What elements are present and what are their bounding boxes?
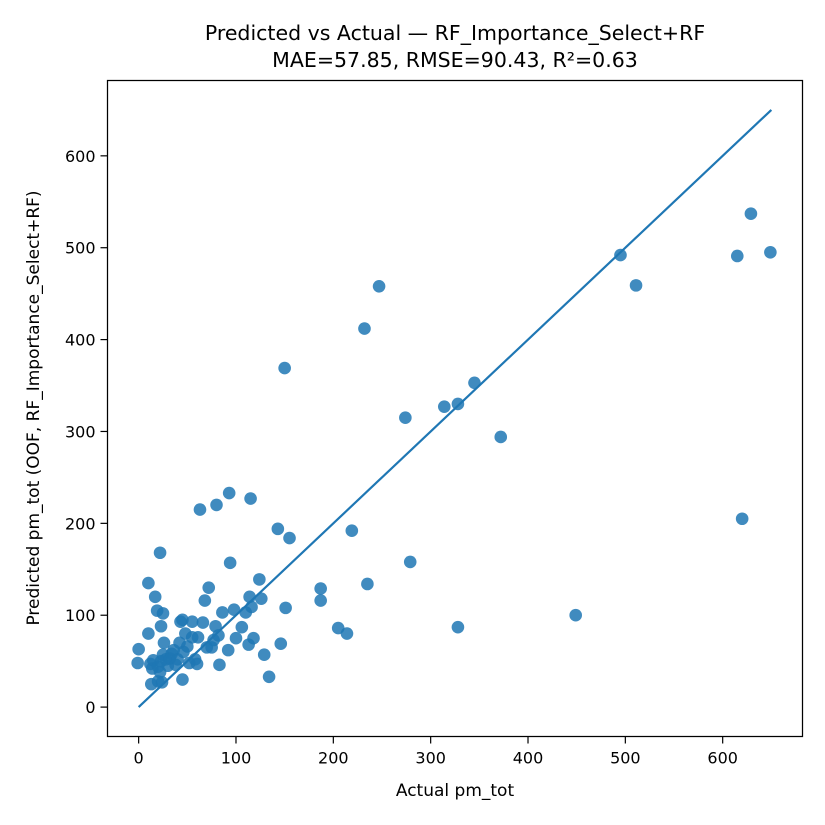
data-point bbox=[244, 492, 257, 505]
data-point bbox=[196, 616, 210, 629]
data-point bbox=[148, 590, 162, 604]
data-point bbox=[764, 246, 777, 259]
data-point bbox=[198, 594, 212, 607]
data-point bbox=[155, 675, 169, 689]
data-point bbox=[235, 620, 249, 634]
scatter-points bbox=[131, 207, 777, 691]
x-tick-label: 300 bbox=[415, 749, 446, 768]
data-point bbox=[247, 631, 260, 645]
data-point bbox=[257, 648, 271, 662]
x-tick-label: 600 bbox=[707, 749, 738, 768]
data-point bbox=[361, 577, 374, 591]
data-point bbox=[142, 627, 155, 640]
data-point bbox=[191, 630, 205, 644]
data-point bbox=[254, 592, 268, 605]
data-point bbox=[494, 430, 508, 444]
data-point bbox=[154, 619, 168, 633]
x-tick-label: 0 bbox=[134, 749, 144, 768]
y-tick-label: 100 bbox=[65, 606, 96, 625]
data-point bbox=[212, 629, 225, 642]
data-point bbox=[451, 620, 465, 634]
data-point bbox=[451, 397, 465, 411]
data-point bbox=[468, 376, 481, 390]
x-axis-label: Actual pm_tot bbox=[396, 781, 515, 801]
data-point bbox=[735, 512, 749, 526]
data-point bbox=[223, 556, 237, 570]
data-point bbox=[176, 613, 189, 627]
plot-area-frame bbox=[106, 79, 804, 738]
data-point bbox=[221, 643, 235, 657]
x-axis: 0 100 200 300 400 500 600 bbox=[134, 736, 738, 768]
data-point bbox=[213, 658, 226, 672]
x-tick-label: 400 bbox=[513, 749, 544, 768]
y-tick-label: 600 bbox=[65, 147, 96, 166]
data-point bbox=[229, 631, 243, 645]
data-point bbox=[245, 600, 258, 614]
data-point bbox=[279, 601, 292, 615]
x-tick-label: 200 bbox=[318, 749, 349, 768]
data-point bbox=[730, 249, 744, 263]
y-tick-label: 400 bbox=[65, 331, 96, 350]
data-point bbox=[569, 608, 583, 622]
data-point bbox=[744, 207, 758, 221]
y-tick-label: 300 bbox=[65, 422, 96, 441]
x-tick-label: 500 bbox=[610, 749, 641, 768]
data-point bbox=[193, 503, 207, 516]
data-point bbox=[345, 524, 359, 537]
data-point bbox=[274, 637, 288, 651]
data-point bbox=[629, 279, 643, 292]
data-point bbox=[372, 280, 386, 293]
data-point bbox=[202, 581, 216, 594]
chart-subtitle: MAE=57.85, RMSE=90.43, R²=0.63 bbox=[272, 48, 638, 72]
x-tick-label: 100 bbox=[221, 749, 252, 768]
data-point bbox=[437, 400, 451, 413]
data-point bbox=[142, 576, 155, 590]
y-tick-label: 500 bbox=[65, 239, 96, 258]
y-tick-label: 0 bbox=[85, 698, 95, 717]
data-point bbox=[614, 248, 627, 262]
data-point bbox=[132, 642, 145, 656]
data-point bbox=[153, 546, 167, 560]
y-tick-label: 200 bbox=[65, 514, 96, 533]
data-point bbox=[131, 656, 144, 670]
data-point bbox=[222, 486, 236, 500]
data-point bbox=[403, 555, 417, 569]
data-point bbox=[399, 411, 412, 424]
data-point bbox=[283, 531, 296, 545]
data-point bbox=[271, 522, 285, 536]
data-point bbox=[157, 636, 171, 650]
data-point bbox=[253, 573, 266, 586]
data-point bbox=[190, 657, 204, 671]
y-axis: 0 100 200 300 400 500 600 bbox=[65, 147, 108, 717]
data-point bbox=[314, 582, 327, 595]
data-point bbox=[262, 670, 276, 684]
data-point bbox=[227, 603, 241, 617]
chart-title: Predicted vs Actual — RF_Importance_Sele… bbox=[205, 21, 705, 46]
data-point bbox=[185, 615, 199, 628]
data-point bbox=[358, 322, 371, 335]
data-point bbox=[156, 607, 170, 620]
data-point bbox=[278, 361, 291, 375]
data-point bbox=[340, 627, 354, 640]
y-axis-label: Predicted pm_tot (OOF, RF_Importance_Sel… bbox=[24, 190, 44, 625]
data-point bbox=[243, 590, 256, 604]
data-point bbox=[210, 498, 223, 512]
data-point bbox=[314, 594, 327, 607]
data-point bbox=[176, 673, 189, 686]
data-point bbox=[216, 606, 229, 619]
